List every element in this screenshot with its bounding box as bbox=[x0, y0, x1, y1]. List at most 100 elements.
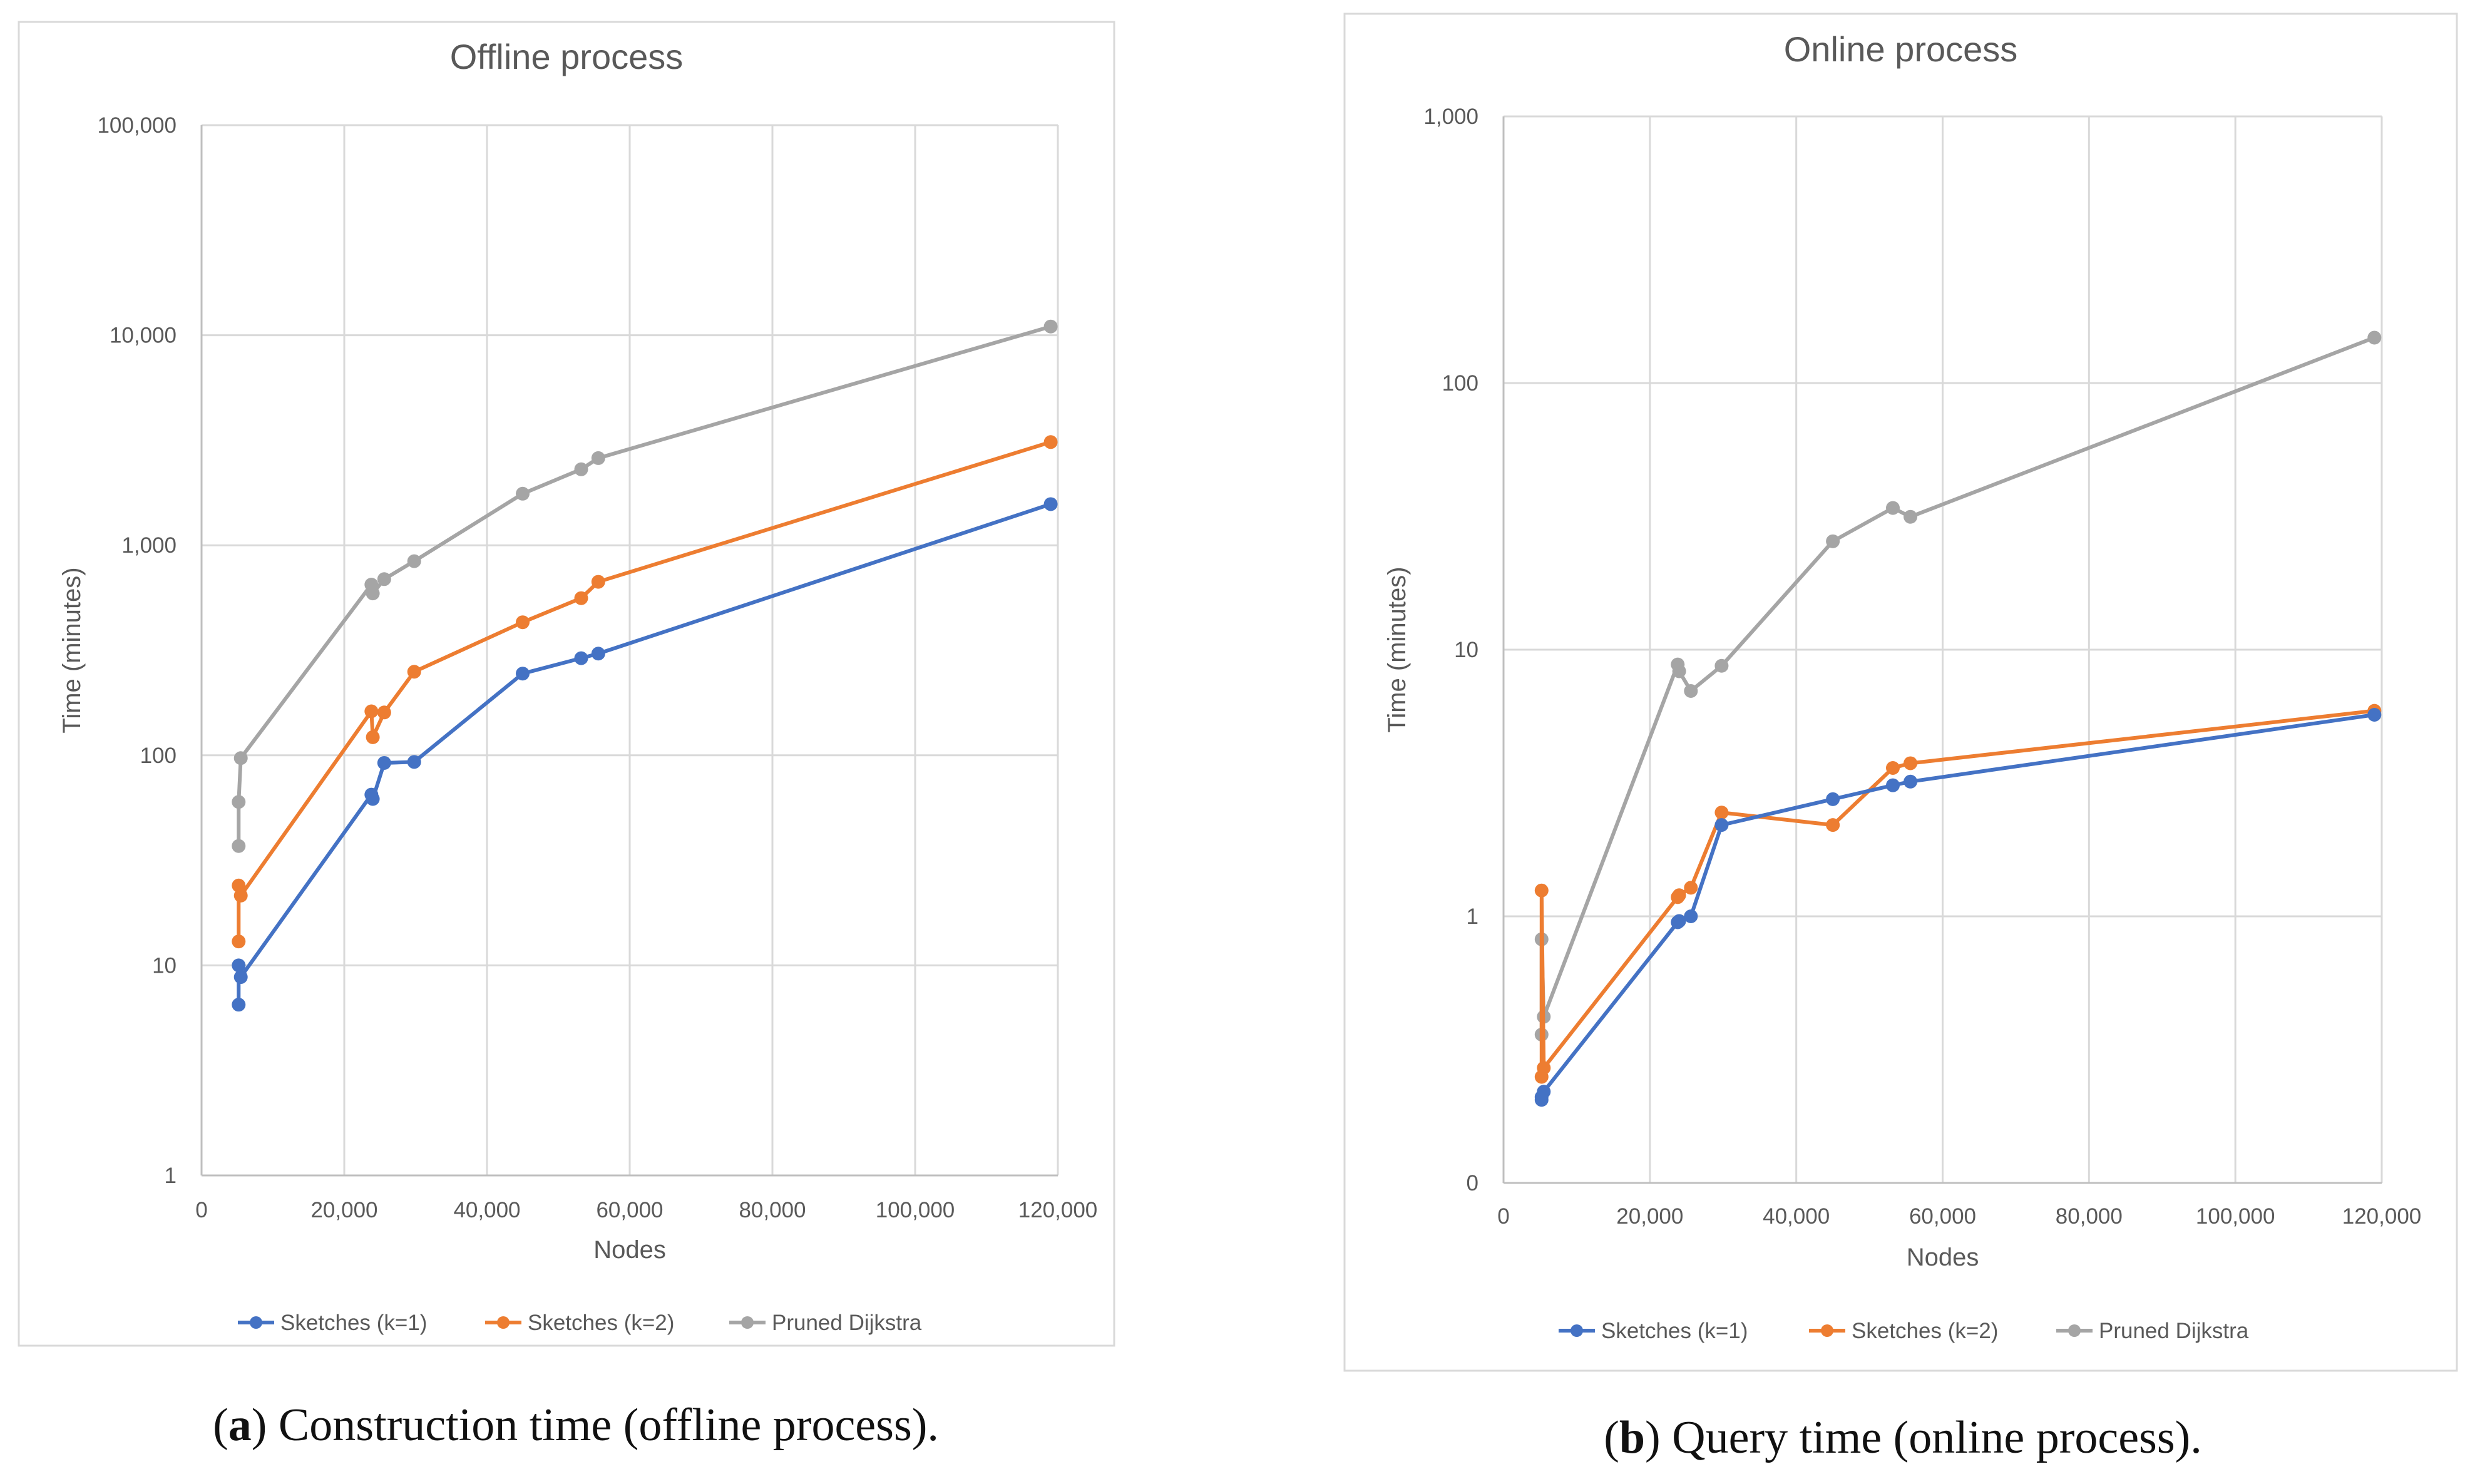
data-point-pruned-dijkstra bbox=[1043, 319, 1058, 334]
chart-frame bbox=[1343, 13, 2458, 1372]
data-point-sketches-k-1 bbox=[407, 755, 421, 769]
data-point-sketches-k-2 bbox=[1826, 818, 1840, 832]
data-point-sketches-k-1 bbox=[1043, 497, 1058, 511]
data-point-sketches-k-2 bbox=[233, 888, 248, 903]
y-tick-label: 1 bbox=[165, 1164, 177, 1188]
data-point-pruned-dijkstra bbox=[1885, 501, 1900, 515]
legend-label-sketches-k-1: Sketches (k=1) bbox=[280, 1311, 427, 1335]
data-point-sketches-k-2 bbox=[377, 705, 391, 720]
x-tick-label: 80,000 bbox=[2056, 1204, 2123, 1229]
legend-label-sketches-k-2: Sketches (k=2) bbox=[528, 1311, 674, 1335]
data-point-sketches-k-1 bbox=[1684, 909, 1698, 923]
legend-marker-sketches-k-1 bbox=[250, 1316, 262, 1329]
y-tick-label: 0 bbox=[1467, 1171, 1478, 1195]
data-point-sketches-k-2 bbox=[1684, 881, 1698, 895]
data-point-sketches-k-2 bbox=[1537, 1061, 1551, 1075]
y-tick-label: 1,000 bbox=[1423, 105, 1478, 129]
data-point-pruned-dijkstra bbox=[2367, 330, 2382, 345]
legend-label-pruned-dijkstra: Pruned Dijkstra bbox=[772, 1311, 922, 1335]
data-point-pruned-dijkstra bbox=[1672, 664, 1686, 678]
x-tick-label: 120,000 bbox=[2342, 1204, 2422, 1229]
legend-marker-pruned-dijkstra bbox=[2068, 1324, 2081, 1337]
chart-online-process: Online process 0 20,000 40,000 60,000 80,000 1… bbox=[1343, 13, 2458, 1372]
y-tick-label: 100,000 bbox=[97, 113, 177, 138]
data-point-pruned-dijkstra bbox=[516, 486, 530, 501]
x-tick-label: 20,000 bbox=[1616, 1204, 1683, 1229]
y-axis-label: Time (minutes) bbox=[58, 567, 86, 733]
data-point-sketches-k-2 bbox=[232, 934, 246, 949]
data-point-pruned-dijkstra bbox=[1714, 658, 1729, 673]
data-point-sketches-k-2 bbox=[1672, 888, 1686, 903]
x-tick-label: 100,000 bbox=[876, 1198, 955, 1222]
data-point-sketches-k-2 bbox=[516, 615, 530, 630]
legend-label-sketches-k-1: Sketches (k=1) bbox=[1601, 1319, 1748, 1343]
x-tick-label: 40,000 bbox=[1763, 1204, 1830, 1229]
data-point-sketches-k-2 bbox=[1534, 883, 1549, 898]
x-axis-label: Nodes bbox=[1907, 1244, 1979, 1271]
x-tick-label: 80,000 bbox=[739, 1198, 806, 1222]
data-point-sketches-k-1 bbox=[516, 667, 530, 681]
data-point-pruned-dijkstra bbox=[574, 462, 588, 476]
x-tick-label: 60,000 bbox=[1909, 1204, 1976, 1229]
data-point-sketches-k-2 bbox=[366, 730, 380, 744]
data-point-sketches-k-1 bbox=[366, 792, 380, 806]
data-point-sketches-k-1 bbox=[1904, 774, 1918, 789]
data-point-pruned-dijkstra bbox=[1684, 683, 1698, 698]
data-point-sketches-k-1 bbox=[1714, 818, 1729, 832]
y-tick-label: 1 bbox=[1467, 904, 1478, 929]
x-tick-label: 0 bbox=[1497, 1204, 1509, 1229]
y-tick-label: 1,000 bbox=[121, 533, 177, 558]
data-point-sketches-k-1 bbox=[2367, 707, 2382, 722]
data-point-pruned-dijkstra bbox=[1904, 509, 1918, 524]
data-point-sketches-k-2 bbox=[407, 665, 421, 679]
data-point-pruned-dijkstra bbox=[232, 795, 246, 809]
data-point-sketches-k-1 bbox=[1885, 778, 1900, 792]
chart-title: Offline process bbox=[450, 37, 683, 76]
y-tick-label: 100 bbox=[1442, 371, 1478, 396]
x-tick-label: 0 bbox=[195, 1198, 207, 1222]
data-point-sketches-k-2 bbox=[574, 591, 588, 605]
chart-title: Online process bbox=[1784, 29, 2018, 69]
data-point-sketches-k-1 bbox=[591, 647, 605, 661]
chart-offline-process: Offline process 0 20,000 40,000 60,000 80,000… bbox=[18, 21, 1115, 1347]
x-tick-label: 100,000 bbox=[2196, 1204, 2275, 1229]
x-tick-label: 120,000 bbox=[1018, 1198, 1098, 1222]
data-point-pruned-dijkstra bbox=[232, 839, 246, 853]
legend-marker-sketches-k-1 bbox=[1571, 1324, 1583, 1337]
legend-marker-pruned-dijkstra bbox=[741, 1316, 754, 1329]
data-point-pruned-dijkstra bbox=[407, 554, 421, 568]
data-point-sketches-k-1 bbox=[377, 755, 391, 770]
chart-frame bbox=[18, 21, 1115, 1347]
data-point-pruned-dijkstra bbox=[366, 586, 380, 601]
y-tick-label: 10,000 bbox=[110, 324, 177, 348]
data-point-sketches-k-2 bbox=[1714, 806, 1729, 820]
data-point-pruned-dijkstra bbox=[591, 451, 605, 465]
data-point-pruned-dijkstra bbox=[377, 572, 391, 586]
data-point-sketches-k-1 bbox=[574, 651, 588, 665]
data-point-pruned-dijkstra bbox=[1826, 534, 1840, 548]
y-tick-label: 100 bbox=[140, 744, 177, 768]
data-point-sketches-k-1 bbox=[1672, 914, 1686, 928]
x-tick-label: 20,000 bbox=[310, 1198, 377, 1222]
data-point-pruned-dijkstra bbox=[233, 751, 248, 765]
data-point-sketches-k-2 bbox=[364, 704, 379, 719]
caption-b: (b) Query time (online process). bbox=[1604, 1412, 2202, 1463]
data-point-sketches-k-1 bbox=[1826, 792, 1840, 806]
legend-marker-sketches-k-2 bbox=[497, 1316, 510, 1329]
data-point-sketches-k-2 bbox=[1043, 435, 1058, 449]
legend-label-pruned-dijkstra: Pruned Dijkstra bbox=[2099, 1319, 2249, 1343]
legend-label-sketches-k-2: Sketches (k=2) bbox=[1852, 1319, 1998, 1343]
y-axis-label: Time (minutes) bbox=[1383, 566, 1411, 732]
data-point-sketches-k-1 bbox=[232, 958, 246, 973]
data-point-sketches-k-1 bbox=[232, 998, 246, 1012]
y-tick-label: 10 bbox=[152, 953, 177, 978]
legend-marker-sketches-k-2 bbox=[1821, 1324, 1833, 1337]
data-point-sketches-k-2 bbox=[1885, 761, 1900, 775]
x-tick-label: 40,000 bbox=[453, 1198, 520, 1222]
data-point-sketches-k-2 bbox=[1904, 756, 1918, 770]
y-tick-label: 10 bbox=[1454, 638, 1478, 662]
data-point-sketches-k-1 bbox=[233, 970, 248, 985]
x-axis-label: Nodes bbox=[593, 1236, 666, 1264]
x-tick-label: 60,000 bbox=[596, 1198, 663, 1222]
